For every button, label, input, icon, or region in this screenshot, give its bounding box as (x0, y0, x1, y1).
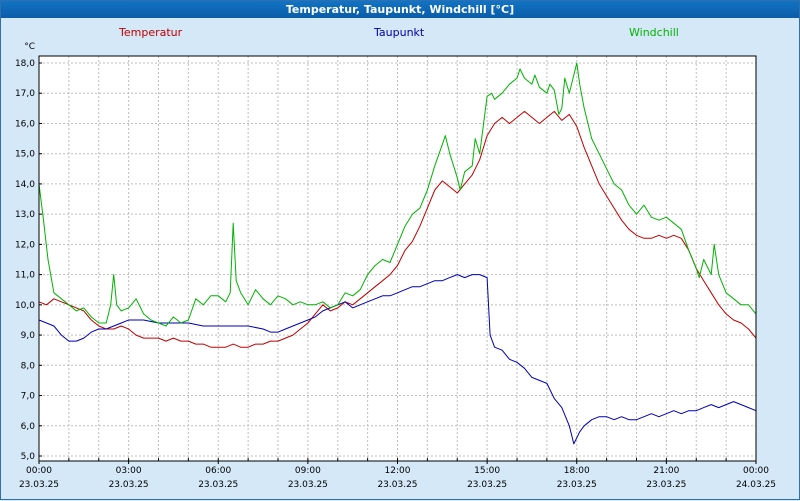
svg-text:°C: °C (24, 42, 35, 52)
svg-text:11,0: 11,0 (15, 271, 35, 281)
svg-text:23.03.25: 23.03.25 (377, 480, 417, 490)
legend-item-taupunkt: Taupunkt (374, 26, 425, 39)
svg-text:24.03.25: 24.03.25 (736, 480, 776, 490)
svg-text:00:00: 00:00 (26, 466, 52, 476)
svg-text:06:00: 06:00 (205, 466, 231, 476)
svg-text:23.03.25: 23.03.25 (288, 480, 328, 490)
svg-text:00:00: 00:00 (743, 466, 769, 476)
svg-text:16,0: 16,0 (15, 119, 35, 129)
svg-text:23.03.25: 23.03.25 (19, 480, 59, 490)
svg-text:18:00: 18:00 (564, 466, 590, 476)
svg-text:23.03.25: 23.03.25 (557, 480, 597, 490)
svg-text:21:00: 21:00 (653, 466, 679, 476)
svg-text:8,0: 8,0 (21, 361, 36, 371)
svg-text:7,0: 7,0 (21, 392, 36, 402)
svg-text:03:00: 03:00 (116, 466, 142, 476)
svg-text:15,0: 15,0 (15, 150, 35, 160)
svg-text:10,0: 10,0 (15, 301, 35, 311)
svg-text:23.03.25: 23.03.25 (467, 480, 507, 490)
svg-text:23.03.25: 23.03.25 (646, 480, 686, 490)
svg-text:5,0: 5,0 (21, 452, 36, 462)
svg-text:23.03.25: 23.03.25 (198, 480, 238, 490)
svg-text:12,0: 12,0 (15, 240, 35, 250)
svg-text:09:00: 09:00 (295, 466, 321, 476)
svg-text:15:00: 15:00 (474, 466, 500, 476)
legend-item-temperatur: Temperatur (119, 26, 183, 39)
svg-text:23.03.25: 23.03.25 (109, 480, 149, 490)
svg-text:13,0: 13,0 (15, 210, 35, 220)
svg-text:17,0: 17,0 (15, 89, 35, 99)
svg-text:18,0: 18,0 (15, 59, 35, 69)
legend-item-windchill: Windchill (629, 26, 679, 39)
svg-text:9,0: 9,0 (21, 331, 36, 341)
svg-text:6,0: 6,0 (21, 422, 36, 432)
svg-text:12:00: 12:00 (385, 466, 411, 476)
window-title: Temperatur, Taupunkt, Windchill [°C] (1, 1, 799, 18)
svg-text:14,0: 14,0 (15, 180, 35, 190)
